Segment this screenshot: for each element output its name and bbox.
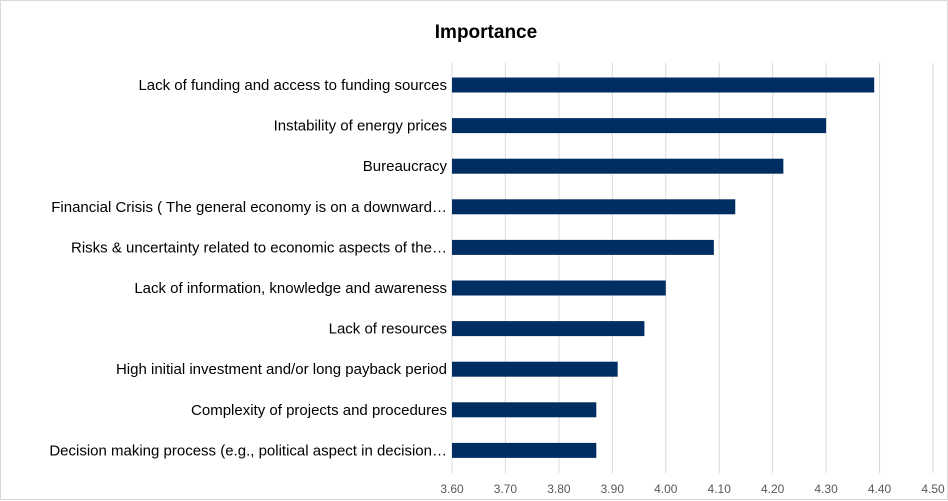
bar (452, 77, 875, 93)
x-tick-label: 3.80 (547, 482, 571, 496)
x-axis-tick-labels: 3.60 3.70 3.80 3.90 4.00 4.10 4.20 4.30 4.40 4.50 (440, 482, 945, 496)
category-label: Financial Crisis ( The general economy i… (51, 199, 447, 216)
x-tick-label: 4.10 (708, 482, 732, 496)
category-label: Lack of funding and access to funding so… (138, 77, 447, 94)
category-label: Instability of energy prices (274, 118, 447, 135)
x-tick-label: 4.50 (921, 482, 945, 496)
x-tick-label: 4.00 (654, 482, 678, 496)
bar (452, 280, 666, 296)
bar (452, 118, 827, 134)
bar (452, 158, 784, 174)
bar (452, 321, 645, 337)
category-label: Decision making process (e.g., political… (49, 442, 447, 459)
x-tick-label: 4.40 (868, 482, 892, 496)
category-labels: Lack of funding and access to funding so… (49, 77, 447, 459)
bar (452, 239, 714, 255)
bar (452, 402, 597, 418)
chart-title: Importance (435, 22, 537, 43)
bar (452, 199, 736, 215)
x-tick-label: 3.60 (440, 482, 464, 496)
category-label: Lack of resources (329, 321, 447, 338)
category-label: Lack of information, knowledge and aware… (134, 280, 447, 297)
bar (452, 442, 597, 458)
x-tick-label: 3.70 (494, 482, 518, 496)
category-label: High initial investment and/or long payb… (116, 361, 447, 378)
bars (452, 77, 875, 458)
category-label: Bureaucracy (363, 158, 448, 175)
x-tick-label: 4.20 (761, 482, 785, 496)
category-label: Complexity of projects and procedures (191, 402, 447, 419)
x-tick-label: 4.30 (814, 482, 838, 496)
x-tick-label: 3.90 (601, 482, 625, 496)
category-label: Risks & uncertainty related to economic … (71, 239, 447, 256)
bar (452, 361, 618, 377)
